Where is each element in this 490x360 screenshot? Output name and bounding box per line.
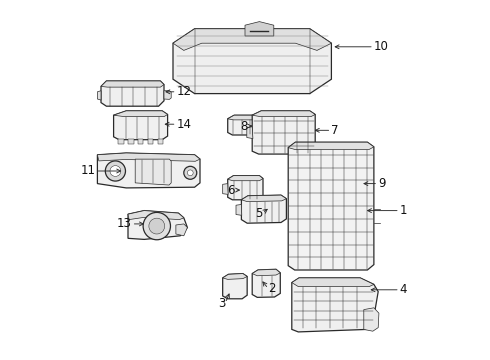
Polygon shape: [228, 176, 263, 200]
Polygon shape: [98, 91, 101, 100]
Text: 8: 8: [241, 120, 248, 132]
Polygon shape: [138, 139, 144, 144]
Polygon shape: [222, 184, 228, 194]
Text: 6: 6: [227, 184, 234, 197]
Polygon shape: [245, 22, 274, 36]
Polygon shape: [101, 81, 164, 87]
Text: 9: 9: [378, 177, 386, 190]
Text: 7: 7: [331, 124, 339, 137]
Polygon shape: [331, 176, 337, 189]
Polygon shape: [337, 167, 368, 195]
Text: 4: 4: [400, 283, 407, 296]
Polygon shape: [128, 211, 184, 220]
Polygon shape: [98, 153, 200, 161]
Polygon shape: [247, 127, 253, 139]
Polygon shape: [128, 139, 134, 144]
Polygon shape: [222, 274, 247, 299]
Polygon shape: [228, 176, 263, 181]
Text: 3: 3: [218, 297, 225, 310]
Polygon shape: [228, 115, 256, 135]
Text: 1: 1: [400, 204, 407, 217]
Polygon shape: [288, 142, 374, 270]
Polygon shape: [228, 115, 256, 120]
Polygon shape: [252, 269, 280, 276]
Polygon shape: [118, 139, 123, 144]
Polygon shape: [128, 211, 187, 239]
Circle shape: [105, 161, 125, 181]
Text: 11: 11: [80, 165, 96, 177]
Polygon shape: [173, 29, 331, 50]
Polygon shape: [364, 308, 379, 331]
Polygon shape: [222, 274, 247, 279]
Polygon shape: [101, 81, 164, 106]
Text: 14: 14: [176, 118, 192, 131]
Polygon shape: [157, 139, 163, 144]
Polygon shape: [337, 167, 368, 172]
Polygon shape: [135, 159, 171, 185]
Polygon shape: [173, 29, 331, 94]
Polygon shape: [164, 91, 171, 99]
Polygon shape: [242, 195, 286, 223]
Circle shape: [143, 212, 171, 240]
Polygon shape: [236, 204, 242, 215]
Polygon shape: [98, 153, 200, 188]
Polygon shape: [292, 278, 378, 332]
Polygon shape: [114, 111, 168, 117]
Polygon shape: [292, 278, 374, 287]
Circle shape: [184, 166, 197, 179]
Text: 13: 13: [117, 217, 132, 230]
Polygon shape: [242, 195, 286, 202]
Polygon shape: [114, 111, 168, 140]
Circle shape: [149, 218, 165, 234]
Text: 5: 5: [255, 207, 262, 220]
Text: 12: 12: [176, 85, 192, 98]
Text: 10: 10: [374, 40, 389, 53]
Polygon shape: [252, 269, 280, 297]
Polygon shape: [252, 111, 315, 154]
Polygon shape: [147, 139, 153, 144]
Text: 2: 2: [269, 282, 276, 295]
Polygon shape: [252, 111, 315, 117]
Circle shape: [110, 166, 121, 176]
Polygon shape: [288, 142, 374, 149]
Circle shape: [187, 170, 193, 176]
Polygon shape: [176, 224, 187, 236]
